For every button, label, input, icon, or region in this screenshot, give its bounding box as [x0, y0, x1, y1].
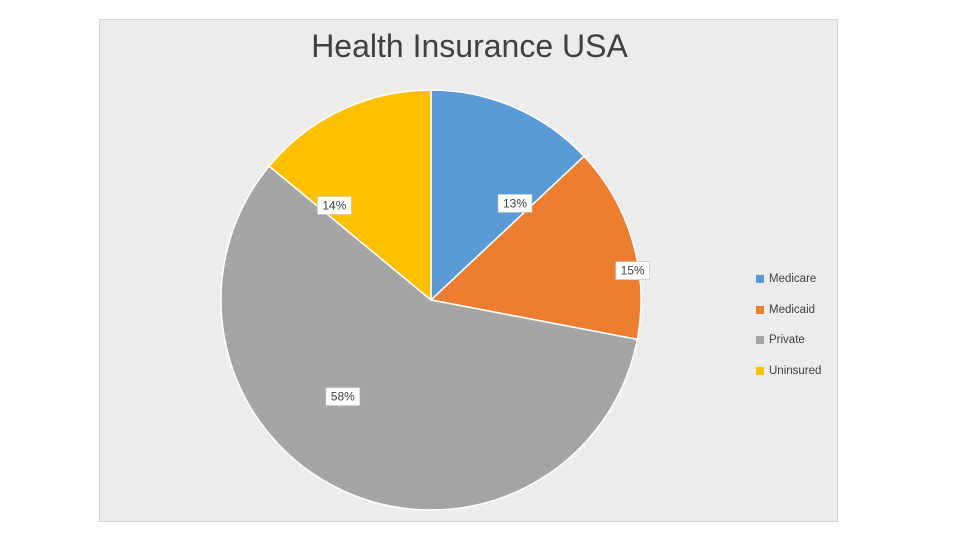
- data-label-medicaid: 15%: [615, 261, 650, 280]
- data-label-text: 13%: [503, 196, 527, 210]
- data-label-text: 15%: [621, 264, 645, 278]
- legend-item-medicaid: Medicaid: [756, 295, 821, 326]
- pie-slice-medicaid: [429, 155, 642, 341]
- legend-swatch: [756, 336, 764, 345]
- legend-item-private: Private: [756, 325, 821, 356]
- data-label-medicare: 13%: [497, 194, 533, 213]
- legend-item-uninsured: Uninsured: [756, 356, 821, 387]
- pie-slice-uninsured: [268, 89, 432, 302]
- legend-label: Medicare: [769, 273, 817, 286]
- data-label-text: 58%: [331, 390, 355, 404]
- legend-label: Private: [769, 334, 805, 347]
- data-label-text: 14%: [322, 199, 346, 213]
- data-label-uninsured: 14%: [317, 196, 352, 215]
- legend-label: Medicaid: [769, 303, 816, 316]
- data-label-private: 58%: [325, 387, 361, 406]
- legend: Medicare Medicaid Private Uninsured: [756, 264, 821, 386]
- legend-label: Uninsured: [769, 364, 822, 377]
- legend-swatch: [756, 275, 764, 284]
- pie-slice-private: [220, 165, 639, 511]
- legend-swatch: [756, 366, 764, 375]
- legend-item-medicare: Medicare: [756, 264, 821, 295]
- chart-title: Health Insurance USA: [311, 28, 628, 64]
- legend-swatch: [756, 305, 764, 314]
